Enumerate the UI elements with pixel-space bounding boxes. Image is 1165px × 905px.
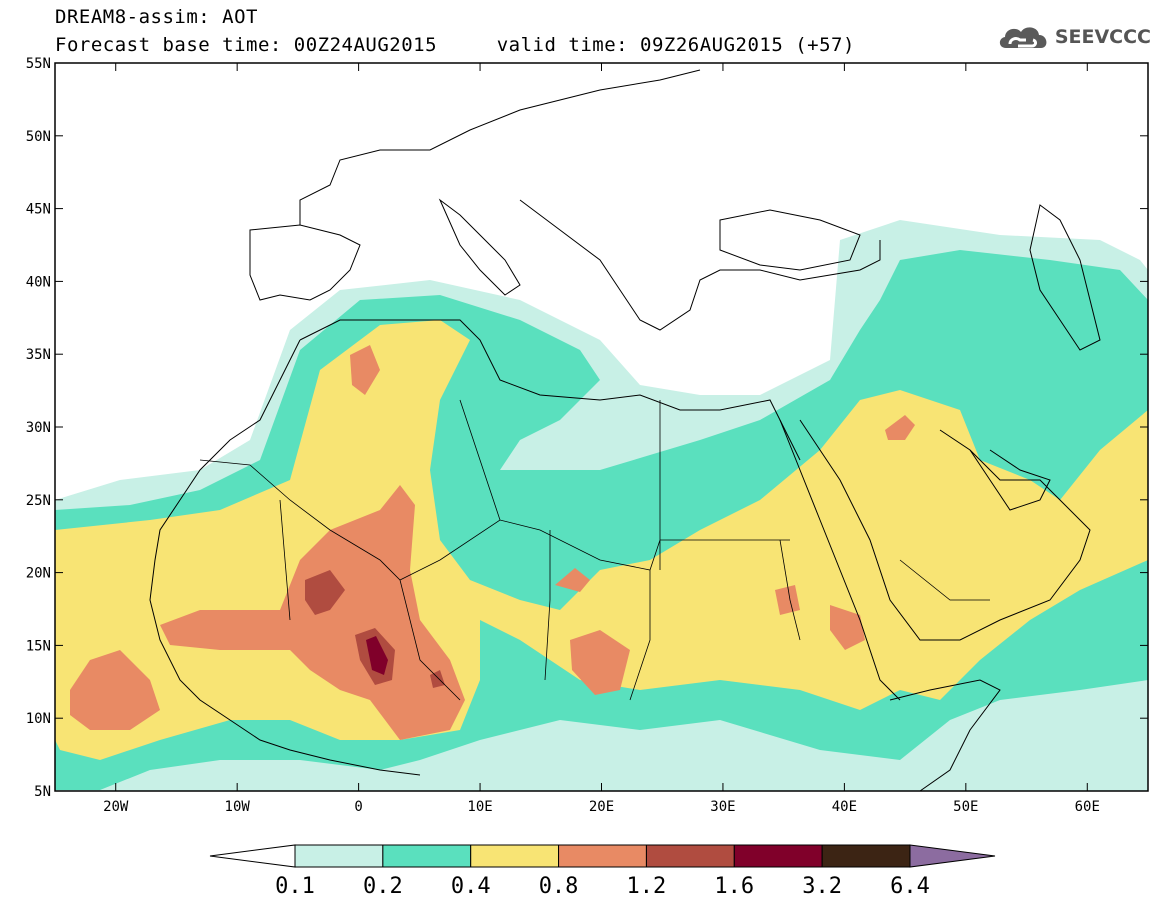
colorbar-box	[470, 844, 560, 868]
lon-tick-label: 40E	[832, 799, 857, 815]
lon-tick-label: 20E	[589, 799, 614, 815]
lon-tick-label: 10W	[225, 799, 251, 815]
lat-tick-label: 55N	[26, 56, 51, 72]
lat-tick-label: 10N	[26, 711, 51, 727]
lat-tick-label: 30N	[26, 420, 51, 436]
aot-contour-1.2	[430, 670, 445, 688]
coastline-horn	[889, 679, 1001, 791]
aot-contour-1.2	[305, 570, 345, 615]
coastline-black-sea	[719, 209, 861, 271]
lat-tick-label: 45N	[26, 202, 51, 218]
coastline-balkans	[519, 199, 881, 331]
colorbar-underflow	[209, 844, 296, 868]
coastline-iberia	[249, 224, 361, 301]
lat-tick-label: 25N	[26, 493, 51, 509]
lat-tick-label: 5N	[34, 784, 51, 800]
colorbar-label: 0.2	[363, 874, 403, 899]
lat-tick-label: 50N	[26, 129, 51, 145]
coastline-persian-gulf	[939, 429, 1051, 511]
coastline-italy	[438, 198, 521, 296]
lon-tick-label: 50E	[953, 799, 978, 815]
forecast-time-line: Forecast base time: 00Z24AUG2015 valid t…	[55, 34, 855, 56]
aot-contour-1.6	[366, 636, 388, 675]
colorbar-box	[645, 844, 735, 868]
lon-tick-label: 0	[354, 799, 362, 815]
coastline-red-sea	[779, 419, 901, 701]
aot-field	[55, 63, 1148, 791]
colorbar: 0.1 0.2 0.4 0.8 1.2 1.6 3.2 6.4	[209, 844, 996, 899]
colorbar-label: 1.6	[714, 874, 754, 899]
border-lines	[199, 399, 990, 701]
lon-tick-label: 10E	[467, 799, 492, 815]
lon-tick-label: 60E	[1075, 799, 1100, 815]
coastline-north-africa	[299, 319, 801, 461]
coastline-arabia	[799, 419, 1091, 641]
axis-ticks: 55N 50N 45N 40N 35N 30N 25N 20N 15N 10N 5N 20W 10W 0 1…	[26, 56, 1148, 815]
lat-tick-label: 40N	[26, 274, 51, 290]
lon-tick-label: 30E	[710, 799, 735, 815]
coastline-europe	[299, 69, 701, 225]
colorbar-box	[382, 844, 472, 868]
aot-contour-0.8	[570, 630, 630, 695]
colorbar-label: 1.2	[627, 874, 667, 899]
aot-contour-0.8	[885, 415, 915, 440]
logo-text: SEEVCCC	[1054, 26, 1151, 48]
colorbar-box	[821, 844, 911, 868]
lon-tick-label: 20W	[103, 799, 129, 815]
colorbar-label: 0.1	[275, 874, 315, 899]
chart-title: DREAM8-assim: AOT	[55, 6, 258, 28]
aot-contour-0.8	[350, 345, 380, 395]
colorbar-overflow	[909, 844, 996, 868]
colorbar-label: 0.8	[539, 874, 579, 899]
aot-contour-0.8	[775, 585, 800, 615]
colorbar-label: 0.4	[451, 874, 491, 899]
colorbar-box	[558, 844, 647, 868]
lat-tick-label: 15N	[26, 638, 51, 654]
coastline-caspian	[1029, 204, 1101, 351]
lat-tick-label: 20N	[26, 566, 51, 582]
cloud-icon	[999, 27, 1047, 48]
coastline-west-africa	[149, 339, 421, 776]
colorbar-label: 6.4	[890, 874, 930, 899]
aot-contour-0.8	[70, 650, 160, 730]
aot-contour-0.8	[555, 568, 590, 592]
coastlines	[149, 69, 1101, 791]
colorbar-box	[294, 844, 384, 868]
lat-tick-label: 35N	[26, 347, 51, 363]
aot-contour-0.8	[830, 605, 865, 650]
colorbar-label: 3.2	[802, 874, 842, 899]
colorbar-box	[733, 844, 823, 868]
seevccc-logo: SEEVCCC	[996, 22, 1151, 52]
